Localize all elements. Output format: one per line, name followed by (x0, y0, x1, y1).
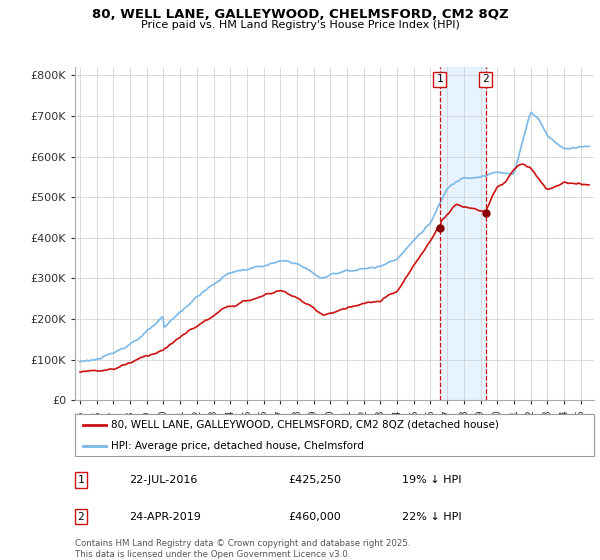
Text: 1: 1 (436, 74, 443, 85)
Text: £425,250: £425,250 (288, 475, 341, 485)
Text: 22-JUL-2016: 22-JUL-2016 (129, 475, 197, 485)
Text: 2: 2 (482, 74, 489, 85)
Text: 1: 1 (77, 475, 85, 485)
Text: 2: 2 (77, 512, 85, 521)
Text: HPI: Average price, detached house, Chelmsford: HPI: Average price, detached house, Chel… (112, 441, 364, 451)
Bar (440, 67, 485, 400)
Text: 24-APR-2019: 24-APR-2019 (129, 512, 201, 521)
Text: £460,000: £460,000 (288, 512, 341, 521)
Text: 19% ↓ HPI: 19% ↓ HPI (402, 475, 461, 485)
FancyBboxPatch shape (75, 414, 594, 456)
Text: Contains HM Land Registry data © Crown copyright and database right 2025.
This d: Contains HM Land Registry data © Crown c… (75, 539, 410, 559)
Text: 80, WELL LANE, GALLEYWOOD, CHELMSFORD, CM2 8QZ (detached house): 80, WELL LANE, GALLEYWOOD, CHELMSFORD, C… (112, 420, 499, 430)
Text: Price paid vs. HM Land Registry's House Price Index (HPI): Price paid vs. HM Land Registry's House … (140, 20, 460, 30)
Text: 22% ↓ HPI: 22% ↓ HPI (402, 512, 461, 521)
Text: 80, WELL LANE, GALLEYWOOD, CHELMSFORD, CM2 8QZ: 80, WELL LANE, GALLEYWOOD, CHELMSFORD, C… (92, 8, 508, 21)
